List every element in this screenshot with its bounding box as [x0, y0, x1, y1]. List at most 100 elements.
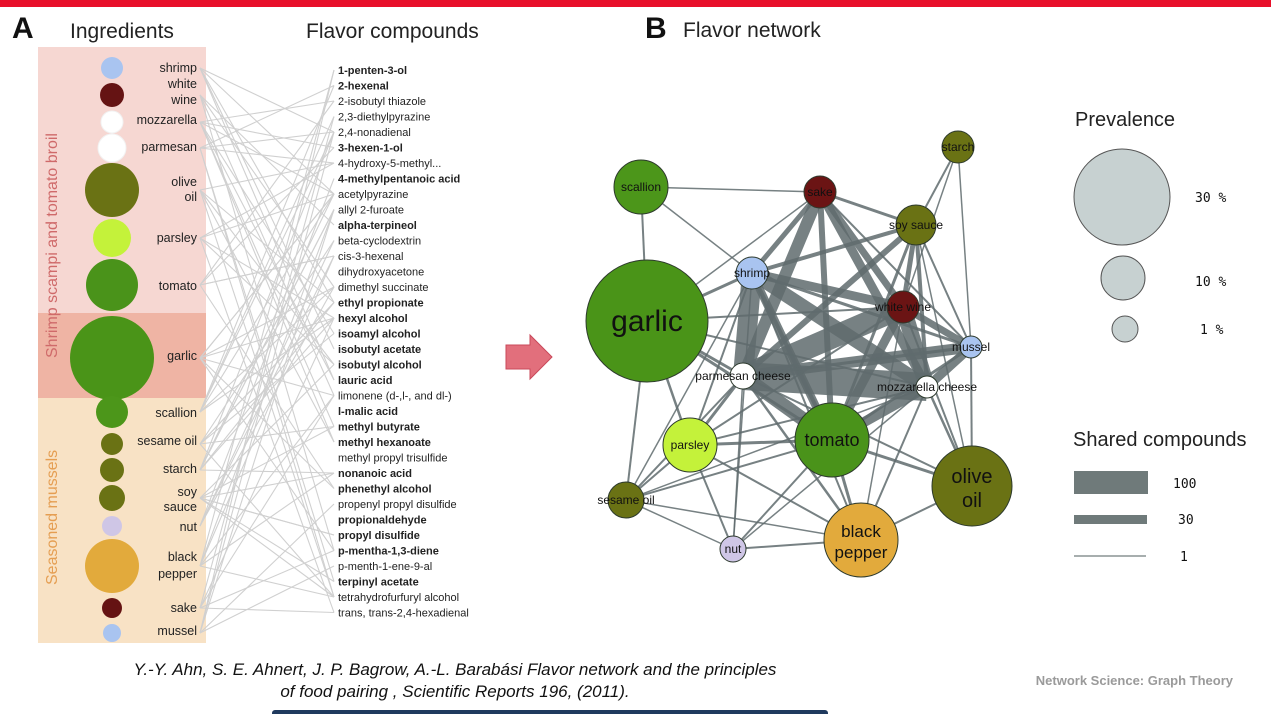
ingredient-label: mussel — [157, 624, 197, 638]
bipartite-edge — [199, 317, 335, 413]
network-nodes: garlic scallion sake starch soy sauce shrimp w… — [585, 130, 1013, 578]
ingredient-circle — [100, 458, 124, 482]
node-label: shrimp — [734, 266, 770, 280]
node-label: olive — [951, 466, 992, 488]
bipartite-edge — [199, 286, 335, 527]
bipartite-edge — [199, 317, 335, 609]
ingredient-label: sake — [171, 601, 197, 615]
network-edge — [819, 191, 972, 348]
bipartite-edge — [199, 100, 335, 286]
node-shrimp — [735, 256, 769, 290]
bipartite-edge — [199, 162, 335, 191]
node-label: tomato — [804, 430, 859, 450]
network-edge — [914, 224, 929, 388]
ingredient-label: mozzarella — [137, 113, 197, 127]
ingredient-circle — [85, 539, 139, 593]
shared-30-swatch — [1074, 515, 1147, 524]
compound-label: p-mentha-1,3-diene — [338, 546, 439, 558]
network-edge — [957, 146, 972, 348]
network-edge — [860, 306, 904, 541]
bipartite-edge — [199, 255, 335, 567]
bipartite-edge — [199, 317, 335, 471]
node-black-pepper — [823, 502, 899, 578]
bipartite-edge — [199, 121, 335, 443]
compound-label: 3-hexen-1-ol — [338, 143, 403, 155]
bipartite-edge — [199, 85, 335, 413]
node-parmesan — [729, 362, 757, 390]
ingredient-label: oil — [184, 190, 197, 204]
bipartite-edge — [199, 317, 335, 359]
compound-label: 2-isobutyl thiazole — [338, 96, 426, 108]
ingredient-label: wine — [170, 93, 197, 107]
compound-label: isobutyl acetate — [338, 344, 421, 356]
compound-label: 4-methylpentanoic acid — [338, 174, 460, 186]
network-edge — [738, 296, 908, 387]
network-edge — [625, 499, 734, 550]
network-edge — [915, 224, 972, 348]
bipartite-edge — [199, 193, 335, 359]
compound-label: 2,4-nonadienal — [338, 127, 411, 139]
compound-label: cis-3-hexenal — [338, 251, 403, 263]
top-accent-bar — [0, 0, 1271, 7]
panel-b-letter: B — [645, 12, 667, 45]
ingredient-label: soy — [178, 485, 198, 499]
ingredient-label: tomato — [159, 279, 197, 293]
node-label: scallion — [621, 180, 661, 194]
compound-label: isobutyl alcohol — [338, 360, 422, 372]
ingredient-circle — [96, 396, 128, 428]
network-edge — [689, 272, 753, 446]
node-label: sake — [807, 185, 833, 199]
bipartite-edge — [199, 503, 335, 634]
compound-label: p-menth-1-ene-9-al — [338, 561, 432, 573]
bipartite-edge — [199, 209, 335, 634]
node-label: pepper — [835, 543, 888, 562]
ingredient-circle — [102, 598, 122, 618]
node-parsley — [662, 417, 718, 473]
shared-legend-title: Shared compounds — [1073, 429, 1246, 451]
bipartite-edge — [199, 237, 335, 613]
network-edge — [817, 191, 835, 441]
compound-label: lauric acid — [338, 375, 392, 387]
compound-label: dihydroxyacetone — [338, 267, 424, 279]
node-label: black — [841, 522, 881, 541]
prevalence-10-circle — [1100, 255, 1146, 301]
bipartite-edge — [199, 357, 335, 489]
prevalence-1-label: 1 % — [1200, 323, 1224, 338]
bipartite-edge — [199, 469, 335, 474]
ingredient-label: sauce — [164, 500, 197, 514]
shared-1-label: 1 — [1180, 550, 1188, 565]
network-edge — [640, 186, 821, 193]
network-edge — [742, 362, 928, 401]
network-edge — [915, 224, 973, 487]
ingredient-compound-edges — [199, 67, 335, 634]
bipartite-edge — [199, 193, 335, 413]
ingredient-circle — [93, 219, 131, 257]
bipartite-edge — [199, 209, 335, 567]
compound-label: allyl 2-furoate — [338, 205, 404, 217]
bipartite-edge — [199, 116, 335, 609]
bipartite-edge — [199, 131, 335, 471]
bipartite-edge — [199, 94, 335, 288]
node-label: white wine — [874, 300, 931, 314]
node-mozzarella — [915, 375, 939, 399]
ingredient-label: olive — [171, 175, 197, 189]
bipartite-edge — [199, 425, 335, 445]
node-white-wine — [886, 290, 920, 324]
bipartite-edge — [199, 209, 335, 471]
prevalence-1-circle — [1111, 315, 1139, 343]
ingredient-label: starch — [163, 462, 197, 476]
bipartite-edge — [199, 85, 335, 149]
ingredient-label: parmesan — [141, 140, 197, 154]
ingredient-circle — [100, 83, 124, 107]
ingredient-circles — [70, 57, 154, 642]
ingredient-labels: shrimp white wine mozzarella parmesan oliveoi… — [137, 61, 198, 638]
bipartite-edge — [199, 94, 335, 226]
compounds-header: Flavor compounds — [306, 20, 479, 43]
prevalence-legend-title: Prevalence — [1075, 109, 1175, 131]
caption-line-2: of food pairing , Scientific Reports 196… — [280, 682, 630, 701]
bipartite-edge — [199, 131, 335, 149]
network-edge — [625, 386, 928, 501]
node-label: garlic — [611, 305, 683, 338]
bipartite-edge — [199, 240, 335, 445]
prevalence-30-circle — [1073, 148, 1171, 246]
